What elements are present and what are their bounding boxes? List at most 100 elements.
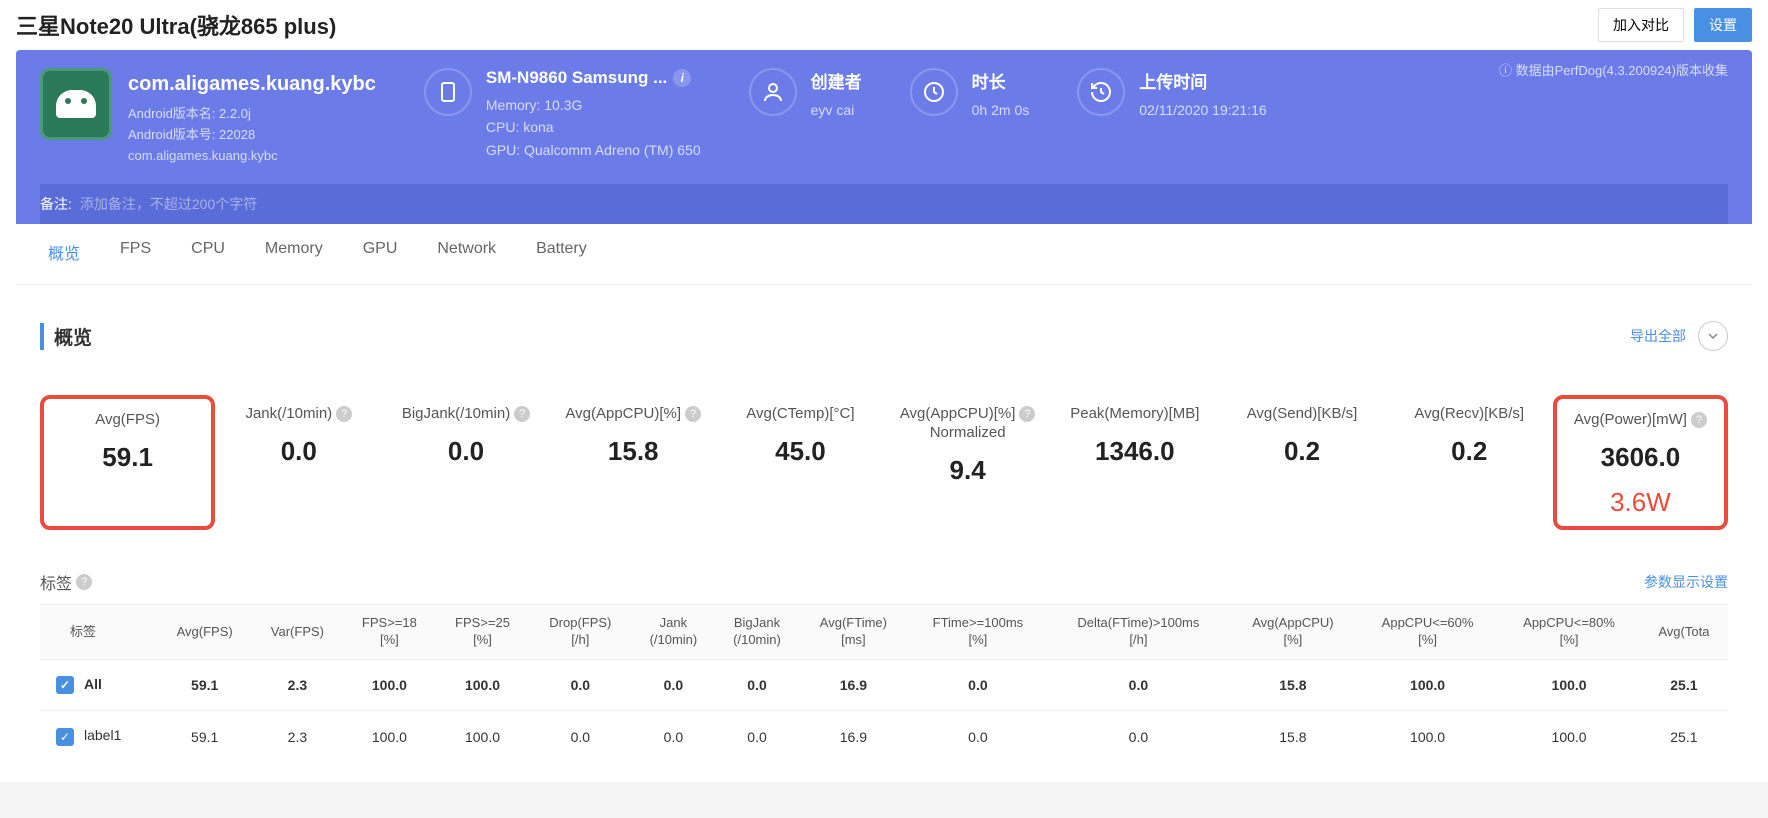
metric-card: Avg(Recv)[KB/s] 0.2 (1386, 395, 1553, 530)
device-gpu: GPU: Qualcomm Adreno (TM) 650 (486, 139, 701, 161)
table-header: FTime>=100ms[%] (908, 605, 1048, 659)
metric-label: Avg(CTemp)[°C] (725, 405, 876, 422)
metric-label: Peak(Memory)[MB] (1059, 405, 1210, 422)
help-icon[interactable]: ? (514, 406, 530, 422)
settings-button[interactable]: 设置 (1694, 8, 1752, 42)
metrics-row: Avg(FPS)59.1Jank(/10min)?0.0BigJank(/10m… (40, 375, 1728, 560)
metric-card: Peak(Memory)[MB] 1346.0 (1051, 395, 1218, 530)
app-icon (40, 68, 112, 140)
metric-value: 1346.0 (1059, 436, 1210, 467)
remark-label: 备注: (40, 194, 72, 214)
help-icon[interactable]: ? (1691, 412, 1707, 428)
row-checkbox[interactable]: ✓ (56, 676, 74, 694)
table-cell: ✓label1 (40, 711, 157, 762)
metric-label: Avg(AppCPU)[%]?Normalized (892, 405, 1043, 441)
table-cell: 0.0 (529, 660, 632, 711)
table-cell: 100.0 (343, 711, 436, 762)
app-version-name: Android版本名: 2.2.0j (128, 104, 376, 125)
remark-placeholder: 添加备注，不超过200个字符 (80, 194, 257, 214)
table-header: AppCPU<=60%[%] (1357, 605, 1498, 659)
metric-value: 0.2 (1226, 436, 1377, 467)
table-cell: 0.0 (715, 711, 799, 762)
tab-fps[interactable]: FPS (120, 240, 151, 268)
table-header: Avg(AppCPU)[%] (1229, 605, 1357, 659)
device-title: SM-N9860 Samsung ... (486, 68, 667, 88)
info-panel: 数据由PerfDog(4.3.200924)版本收集 com.aligames.… (16, 50, 1752, 224)
overview-content: 概览 导出全部 Avg(FPS)59.1Jank(/10min)?0.0BigJ… (16, 301, 1752, 781)
metric-card: Avg(Send)[KB/s]0.2 (1218, 395, 1385, 530)
table-cell: 2.3 (252, 711, 343, 762)
info-icon[interactable]: i (673, 69, 691, 87)
metric-value: 45.0 (725, 436, 876, 467)
metric-card: BigJank(/10min)? 0.0 (382, 395, 549, 530)
table-cell: ✓All (40, 660, 157, 711)
table-cell: 15.8 (1229, 711, 1357, 762)
tab-battery[interactable]: Battery (536, 240, 587, 268)
duration-value: 0h 2m 0s (972, 99, 1030, 121)
table-cell: 59.1 (157, 660, 252, 711)
help-icon[interactable]: ? (1019, 406, 1035, 422)
metric-card: Avg(Power)[mW]?3606.03.6W (1553, 395, 1728, 530)
metric-label: Avg(AppCPU)[%]? (558, 405, 709, 422)
metric-card: Avg(CTemp)[°C] 45.0 (717, 395, 884, 530)
export-all-link[interactable]: 导出全部 (1630, 326, 1686, 346)
table-cell: 0.0 (1048, 711, 1229, 762)
table-header: Avg(Tota (1640, 605, 1728, 659)
table-header: BigJank(/10min) (715, 605, 799, 659)
tab-gpu[interactable]: GPU (363, 240, 398, 268)
section-title: 概览 (40, 323, 92, 350)
metric-value: 0.0 (390, 436, 541, 467)
metric-value: 15.8 (558, 436, 709, 467)
compare-button[interactable]: 加入对比 (1598, 8, 1684, 42)
clock-icon (910, 68, 958, 116)
user-icon (749, 68, 797, 116)
device-icon (424, 68, 472, 116)
table-row: ✓label159.12.3100.0100.00.00.00.016.90.0… (40, 711, 1728, 762)
page-header: 三星Note20 Ultra(骁龙865 plus) 加入对比 设置 (0, 0, 1768, 50)
dropdown-button[interactable] (1698, 321, 1728, 351)
creator-label: 创建者 (811, 68, 862, 93)
tab-cpu[interactable]: CPU (191, 240, 225, 268)
metric-card: Avg(AppCPU)[%]? 15.8 (550, 395, 717, 530)
metric-value: 3606.0 (1565, 442, 1716, 473)
tabs: 概览 FPS CPU Memory GPU Network Battery (16, 224, 1752, 285)
app-package: com.aligames.kuang.kybc (128, 146, 376, 167)
table-cell: 100.0 (1357, 711, 1498, 762)
help-icon[interactable]: ? (336, 406, 352, 422)
metric-label: Avg(Power)[mW]? (1565, 411, 1716, 428)
table-header: FPS>=25[%] (436, 605, 529, 659)
page-title: 三星Note20 Ultra(骁龙865 plus) (16, 9, 336, 41)
row-checkbox[interactable]: ✓ (56, 728, 74, 746)
history-icon (1077, 68, 1125, 116)
metric-label: Avg(Recv)[KB/s] (1394, 405, 1545, 422)
tags-title: 标签? (40, 570, 92, 594)
table-cell: 2.3 (252, 660, 343, 711)
creator-block: 创建者 eyv cai (749, 68, 862, 121)
help-icon[interactable]: ? (76, 574, 92, 590)
table-cell: 0.0 (715, 660, 799, 711)
table-cell: 25.1 (1640, 711, 1728, 762)
table-cell: 25.1 (1640, 660, 1728, 711)
header-buttons: 加入对比 设置 (1598, 8, 1752, 42)
table-cell: 100.0 (436, 660, 529, 711)
table-header: 标签 (40, 605, 157, 659)
duration-block: 时长 0h 2m 0s (910, 68, 1030, 121)
remark-row[interactable]: 备注: 添加备注，不超过200个字符 (40, 184, 1728, 224)
app-version-code: Android版本号: 22028 (128, 125, 376, 146)
table-header: Avg(FTime)[ms] (799, 605, 908, 659)
upload-value: 02/11/2020 19:21:16 (1139, 99, 1266, 121)
metric-value: 0.2 (1394, 436, 1545, 467)
metric-label: Jank(/10min)? (223, 405, 374, 422)
table-header: Drop(FPS)[/h] (529, 605, 632, 659)
device-block: SM-N9860 Samsung ...i Memory: 10.3G CPU:… (424, 68, 701, 161)
table-header: Delta(FTime)>100ms[/h] (1048, 605, 1229, 659)
param-setting-link[interactable]: 参数显示设置 (1644, 572, 1728, 592)
metric-label: BigJank(/10min)? (390, 405, 541, 422)
duration-label: 时长 (972, 68, 1030, 93)
tab-memory[interactable]: Memory (265, 240, 323, 268)
tab-概览[interactable]: 概览 (48, 240, 80, 268)
tab-network[interactable]: Network (437, 240, 496, 268)
table-cell: 100.0 (1498, 660, 1639, 711)
help-icon[interactable]: ? (685, 406, 701, 422)
table-wrap[interactable]: 标签Avg(FPS)Var(FPS)FPS>=18[%]FPS>=25[%]Dr… (40, 604, 1728, 761)
